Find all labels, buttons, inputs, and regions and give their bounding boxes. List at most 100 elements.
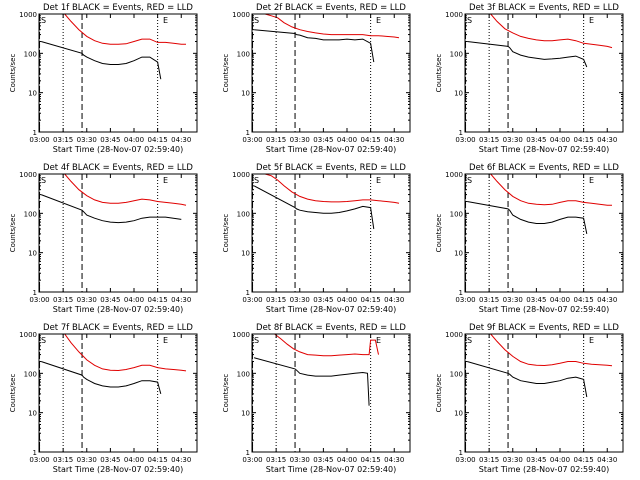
x-axis-label: Start Time (28-Nov-07 02:59:40)	[479, 465, 609, 474]
x-tick-label: 03:45	[100, 456, 120, 464]
x-tick-label: 03:30	[77, 456, 97, 464]
x-tick-label: 04:15	[361, 456, 381, 464]
y-tick-label: 100	[237, 50, 250, 58]
y-axis-label: Counts/sec	[435, 54, 443, 93]
x-tick-label: 03:30	[503, 456, 523, 464]
x-tick-label: 03:30	[290, 136, 310, 144]
panel-9: Det 9f BLACK = Events, RED = LLD Counts/s…	[435, 323, 624, 474]
y-tick-label: 10	[28, 410, 37, 418]
x-tick-label: 03:45	[526, 296, 546, 304]
y-tick-label: 10	[454, 410, 463, 418]
panel-title: Det 9f BLACK = Events, RED = LLD	[469, 323, 619, 333]
start-mark: S	[254, 336, 259, 345]
series-events-line	[467, 41, 588, 68]
marker-lines	[465, 174, 585, 292]
x-axis-label: Start Time (28-Nov-07 02:59:40)	[53, 305, 183, 314]
panel-title: Det 6f BLACK = Events, RED = LLD	[469, 163, 619, 173]
x-axis-label: Start Time (28-Nov-07 02:59:40)	[266, 305, 396, 314]
start-mark: S	[254, 176, 259, 185]
x-tick-label: 04:30	[384, 456, 404, 464]
panel-title: Det 8f BLACK = Events, RED = LLD	[256, 323, 406, 333]
x-tick-label: 03:00	[242, 136, 262, 144]
x-tick-label: 04:30	[384, 136, 404, 144]
y-tick-label: 1000	[19, 171, 37, 179]
x-tick-label: 03:45	[313, 456, 333, 464]
plot-frame	[38, 13, 198, 133]
marker-lines	[39, 174, 159, 292]
x-tick-label: 04:15	[361, 136, 381, 144]
y-tick-label: 1	[246, 129, 250, 137]
y-axis-label: Counts/sec	[222, 214, 230, 253]
plot-frame	[464, 13, 624, 133]
x-tick-label: 03:00	[29, 296, 49, 304]
series-group	[40, 14, 186, 80]
x-tick-label: 03:15	[53, 296, 73, 304]
y-axis-label: Counts/sec	[9, 374, 17, 413]
series-events-line	[253, 185, 375, 230]
series-events-line	[467, 201, 588, 234]
x-tick-label: 03:15	[266, 136, 286, 144]
y-tick-label: 10	[241, 410, 250, 418]
series-lld-line	[490, 174, 612, 206]
start-mark: S	[467, 176, 472, 185]
marker-lines	[252, 334, 372, 452]
panel-title: Det 4f BLACK = Events, RED = LLD	[43, 163, 193, 173]
series-lld-line	[64, 174, 187, 206]
y-tick-label: 100	[237, 370, 250, 378]
series-lld-line	[64, 14, 186, 45]
y-tick-label: 1000	[232, 171, 250, 179]
start-mark: S	[467, 16, 472, 25]
x-tick-label: 04:30	[597, 296, 617, 304]
start-mark: S	[41, 176, 46, 185]
x-tick-label: 03:45	[313, 296, 333, 304]
y-tick-label: 100	[450, 210, 463, 218]
end-mark: E	[163, 16, 168, 25]
panel-1: Det 1f BLACK = Events, RED = LLD Counts/s…	[9, 3, 198, 154]
y-axis-label: Counts/sec	[222, 54, 230, 93]
plot-frame	[251, 13, 411, 133]
x-tick-label: 04:15	[574, 136, 594, 144]
x-tick-label: 03:15	[479, 136, 499, 144]
y-tick-label: 1000	[232, 331, 250, 339]
series-lld-line	[490, 334, 613, 367]
x-tick-label: 04:00	[337, 456, 357, 464]
x-tick-label: 04:30	[171, 456, 191, 464]
panel-3: Det 3f BLACK = Events, RED = LLD Counts/s…	[435, 3, 624, 154]
series-events-line	[40, 194, 182, 224]
marker-lines	[39, 14, 159, 132]
x-tick-label: 03:30	[77, 136, 97, 144]
x-tick-label: 04:00	[550, 136, 570, 144]
series-group	[253, 174, 400, 230]
x-tick-label: 03:30	[503, 136, 523, 144]
x-tick-label: 04:00	[124, 456, 144, 464]
start-mark: S	[41, 336, 46, 345]
x-tick-label: 04:30	[171, 296, 191, 304]
x-tick-label: 04:00	[124, 296, 144, 304]
x-tick-label: 03:15	[266, 456, 286, 464]
y-tick-label: 1	[246, 289, 250, 297]
end-mark: E	[376, 336, 381, 345]
panel-title: Det 5f BLACK = Events, RED = LLD	[256, 163, 406, 173]
y-tick-label: 100	[237, 210, 250, 218]
y-tick-label: 100	[24, 50, 37, 58]
y-tick-label: 10	[28, 250, 37, 258]
series-group	[40, 174, 187, 224]
series-lld-line	[490, 14, 613, 49]
y-tick-label: 10	[241, 90, 250, 98]
panel-title: Det 2f BLACK = Events, RED = LLD	[256, 3, 406, 13]
y-tick-label: 10	[454, 90, 463, 98]
y-axis-label: Counts/sec	[222, 374, 230, 413]
x-axis-label: Start Time (28-Nov-07 02:59:40)	[53, 145, 183, 154]
panel-2: Det 2f BLACK = Events, RED = LLD Counts/s…	[222, 3, 411, 154]
x-tick-label: 04:15	[148, 136, 168, 144]
series-group	[254, 14, 400, 63]
x-tick-label: 04:00	[550, 456, 570, 464]
marker-lines	[39, 334, 159, 452]
y-axis-label: Counts/sec	[9, 54, 17, 93]
x-tick-label: 03:00	[455, 456, 475, 464]
x-tick-label: 03:30	[290, 456, 310, 464]
x-tick-label: 03:00	[455, 136, 475, 144]
series-lld-line	[64, 334, 187, 372]
panel-title: Det 1f BLACK = Events, RED = LLD	[43, 3, 193, 13]
